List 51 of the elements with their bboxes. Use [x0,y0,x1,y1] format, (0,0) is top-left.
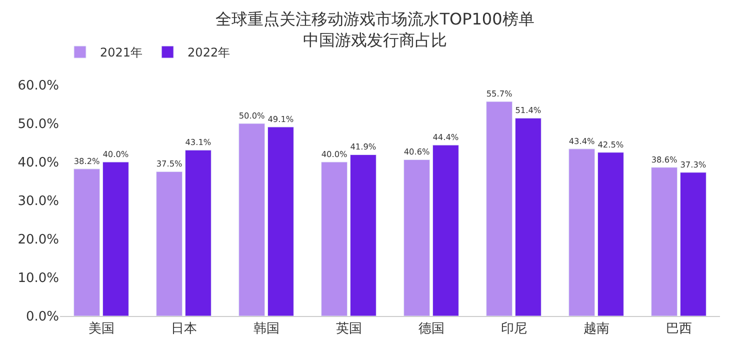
bar [74,168,100,316]
bar [321,162,348,316]
data-label: 38.2% [74,156,100,166]
bar [651,167,678,316]
bar [184,150,212,316]
data-label: 55.7% [486,88,513,99]
bar [238,123,266,316]
data-label: 38.6% [651,154,678,164]
x-tick-label: 美国 [88,320,114,337]
data-label: 50.0% [238,110,266,120]
data-label: 37.5% [156,158,183,169]
data-label: 42.5% [598,139,624,150]
bar [568,148,596,316]
chart-subtitle: 中国游戏发行商占比 [303,30,447,50]
y-tick-label: 10.0% [18,271,59,286]
data-label: 37.3% [680,159,706,170]
x-tick-label: 越南 [583,322,610,337]
x-tick-label: 韩国 [253,322,280,337]
y-tick-label: 40.0% [18,156,59,171]
x-tick-label: 巴西 [666,322,692,337]
y-tick-label: 20.0% [18,232,59,248]
x-tick-label: 英国 [336,322,362,337]
chart-title: 全球重点关注移动游戏市场流水TOP100榜单 [216,10,534,29]
bar [680,172,706,316]
data-label: 51.4% [515,105,542,116]
data-label: 40.0% [321,148,348,159]
legend-label: 2022年 [188,46,230,60]
bar [350,154,376,316]
data-label: 40.0% [102,148,129,159]
bar [597,152,624,316]
data-label: 43.1% [185,137,212,148]
bar [432,144,459,316]
data-label: 43.4% [568,136,596,146]
data-label: 49.1% [268,114,294,124]
bar [514,118,542,316]
bar [102,162,129,316]
bar [486,101,513,316]
bar [267,126,294,316]
legend-label: 2021年 [100,46,143,60]
y-tick-label: 30.0% [18,194,59,210]
y-tick-label: 60.0% [18,78,59,94]
x-tick-label: 德国 [418,322,444,337]
data-label: 44.4% [432,132,459,142]
y-tick-label: 0.0% [26,310,59,325]
y-tick-label: 50.0% [18,117,59,132]
x-tick-label: 印尼 [500,322,527,337]
bar [404,159,430,316]
x-tick-label: 日本 [170,322,197,337]
data-label: 41.9% [350,142,376,152]
data-label: 40.6% [404,146,430,157]
bar [156,171,183,316]
